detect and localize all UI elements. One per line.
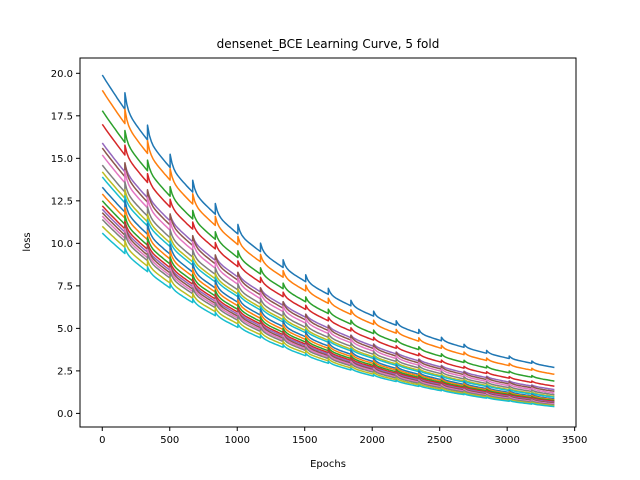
series-line-7: [101, 154, 555, 394]
y-tick-label: 2.5: [57, 366, 73, 377]
series-line-4: [101, 123, 555, 387]
series-line-19: [101, 225, 555, 407]
chart-title: densenet_BCE Learning Curve, 5 fold: [217, 37, 440, 51]
y-tick-label: 5.0: [57, 324, 73, 335]
series-line-2: [101, 89, 555, 376]
x-tick-label: 1500: [292, 435, 317, 446]
series-line-1: [101, 74, 555, 369]
y-axis-ticks: 0.0 2.5 5.0 7.5 10.0 12.5 15.0 17.5 20.0: [51, 69, 80, 420]
x-axis-label: Epochs: [310, 459, 346, 470]
series-line-20: [101, 232, 555, 408]
y-tick-label: 0.0: [57, 409, 73, 420]
y-tick-label: 7.5: [57, 281, 73, 292]
series-line-6: [101, 147, 555, 393]
plot-lines: [101, 74, 555, 408]
series-line-9: [101, 171, 555, 398]
series-line-13: [101, 200, 555, 402]
series-line-3: [101, 110, 555, 382]
y-axis-label: loss: [22, 232, 33, 251]
series-line-18: [101, 218, 555, 406]
plot-frame: [79, 57, 577, 428]
x-tick-label: 3000: [494, 435, 519, 446]
x-tick-label: 2500: [427, 435, 452, 446]
y-tick-label: 15.0: [51, 154, 73, 165]
series-line-12: [101, 193, 555, 401]
y-tick-label: 12.5: [51, 196, 73, 207]
y-tick-label: 17.5: [51, 111, 73, 122]
y-tick-label: 10.0: [51, 239, 73, 250]
x-tick-label: 500: [160, 435, 179, 446]
x-axis-ticks: 0 500 1000 1500 2000 2500 3000 3500: [99, 427, 587, 446]
series-line-8: [101, 164, 555, 396]
x-tick-label: 2000: [359, 435, 384, 446]
x-tick-label: 3500: [562, 435, 587, 446]
x-tick-label: 1000: [225, 435, 250, 446]
x-tick-label: 0: [99, 435, 105, 446]
y-tick-label: 20.0: [51, 69, 73, 80]
